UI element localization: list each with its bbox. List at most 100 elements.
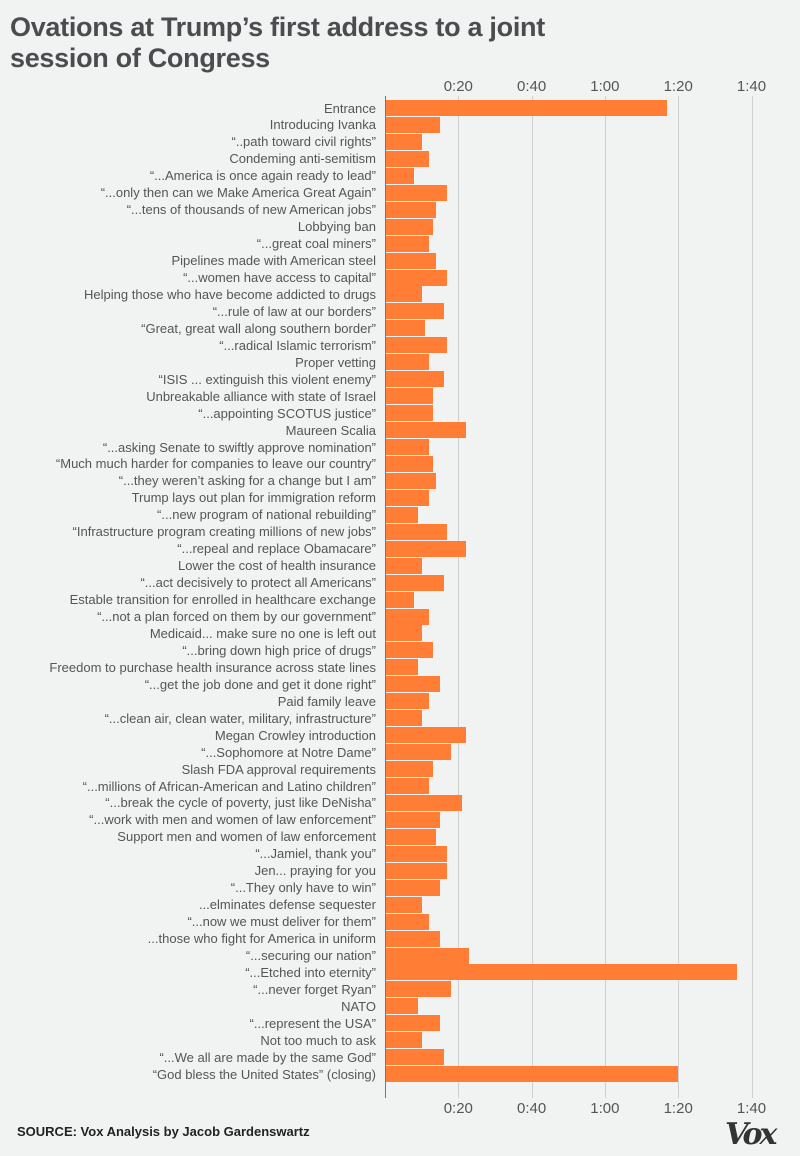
x-tick-label-top: 0:20: [443, 78, 473, 95]
category-label: “...securing our nation”: [245, 948, 376, 963]
category-label: Lobbying ban: [297, 219, 376, 235]
x-tick-label-top: 1:20: [663, 78, 693, 95]
bar: [385, 540, 466, 557]
category-label: Slash FDA approval requirements: [181, 761, 376, 777]
bar: [385, 269, 448, 286]
category-label: “...now we must deliver for them”: [187, 914, 376, 930]
bar: [385, 405, 433, 422]
category-label: “...work with men and women of law enfor…: [89, 812, 376, 828]
x-tick-label-bottom: 0:40: [516, 1100, 547, 1117]
gridline: [678, 96, 680, 1098]
category-label: “...great coal miners”: [256, 236, 376, 252]
bar: [385, 896, 422, 913]
bar: [385, 506, 418, 523]
category-label: “...rule of law at our borders”: [212, 303, 376, 319]
category-label: “...clean air, clean water, military, in…: [104, 710, 376, 726]
category-label: “Great, great wall along southern border…: [141, 320, 376, 336]
category-label: Helping those who have become addicted t…: [84, 286, 376, 302]
category-label: Jen... praying for you: [254, 863, 376, 879]
bar: [385, 100, 668, 116]
bar: [385, 930, 440, 947]
category-label: “...They only have to win”: [230, 880, 376, 896]
category-label: ...elminates defense sequester: [198, 897, 376, 913]
bar: [385, 1049, 444, 1066]
bar: [385, 981, 451, 998]
category-label: Not too much to ask: [260, 1032, 376, 1048]
category-label: “...tens of thousands of new American jo…: [126, 202, 376, 218]
gridline: [751, 96, 753, 1098]
gridline: [458, 96, 460, 1098]
bar: [385, 116, 440, 133]
category-label: “..path toward civil rights”: [231, 134, 377, 150]
bar: [385, 693, 429, 710]
bar: [385, 608, 429, 625]
category-label: Introducing Ivanka: [269, 117, 376, 133]
category-label: “...Jamiel, thank you”: [255, 846, 376, 862]
bar: [385, 388, 433, 405]
bar: [385, 422, 466, 439]
bar: [385, 862, 448, 879]
category-label: Maureen Scalia: [285, 422, 376, 438]
category-label: Unbreakable alliance with state of Israe…: [146, 388, 376, 404]
bar: [385, 150, 429, 167]
source-note: SOURCE: Vox Analysis by Jacob Gardenswar…: [17, 1124, 310, 1139]
bar: [385, 133, 422, 150]
gridline: [604, 96, 606, 1098]
category-label: Estable transition for enrolled in healt…: [69, 592, 376, 608]
bar: [385, 710, 422, 727]
category-label: Lower the cost of health insurance: [177, 558, 376, 574]
category-label: “...radical Islamic terrorism”: [219, 337, 376, 353]
category-label: “...women have access to capital”: [183, 270, 376, 285]
bar: [385, 1032, 422, 1049]
category-label: “...break the cycle of poverty, just lik…: [105, 795, 376, 811]
bar: [385, 794, 462, 811]
bar: [385, 303, 444, 320]
bar: [385, 337, 448, 354]
x-tick-label-bottom: 1:20: [663, 1100, 693, 1117]
bar: [385, 879, 440, 896]
bar: [385, 1015, 440, 1032]
category-label: “...they weren’t asking for a change but…: [118, 473, 376, 489]
bar: [385, 235, 429, 252]
bar: [385, 201, 437, 218]
bar: [385, 472, 437, 489]
bar: [385, 727, 466, 744]
bar: [385, 947, 470, 964]
category-label: “...not a plan forced on them by our gov…: [97, 609, 376, 624]
bar: [385, 1066, 679, 1083]
category-label: NATO: [341, 998, 376, 1014]
bar: [385, 184, 448, 201]
bar: [385, 625, 422, 642]
bar: [385, 557, 422, 574]
category-label: Freedom to purchase health insurance acr…: [49, 659, 376, 675]
category-label: “...only then can we Make America Great …: [100, 185, 376, 201]
bar: [385, 676, 440, 693]
category-label: Proper vetting: [295, 354, 376, 370]
bar: [385, 778, 429, 794]
category-label: “...new program of national rebuilding”: [157, 507, 376, 523]
bar: [385, 320, 426, 337]
category-label: “...represent the USA”: [249, 1015, 376, 1031]
bar: [385, 591, 415, 608]
category-label: Megan Crowley introduction: [214, 727, 376, 743]
bar: [385, 845, 448, 862]
category-label: “Infrastructure program creating million…: [72, 524, 376, 540]
category-label: “...bring down high price of drugs”: [182, 642, 376, 658]
bar: [385, 964, 737, 981]
category-label: ...those who fight for America in unifor…: [147, 931, 376, 947]
bar: [385, 659, 418, 676]
bar: [385, 218, 433, 235]
x-tick-label-top: 1:00: [590, 78, 620, 95]
category-label: “...appointing SCOTUS justice”: [198, 405, 376, 421]
category-label: Medicaid... make sure no one is left out: [149, 625, 376, 641]
bar: [385, 455, 433, 472]
category-label: “...act decisively to protect all Americ…: [140, 575, 376, 591]
bar: [385, 489, 429, 506]
x-tick-label-top: 0:40: [516, 78, 547, 95]
category-label: “...America is once again ready to lead”: [149, 168, 376, 184]
y-axis-line: [385, 96, 386, 1098]
bar: [385, 642, 433, 659]
x-tick-label-top: 1:40: [736, 78, 767, 95]
bar: [385, 439, 429, 455]
